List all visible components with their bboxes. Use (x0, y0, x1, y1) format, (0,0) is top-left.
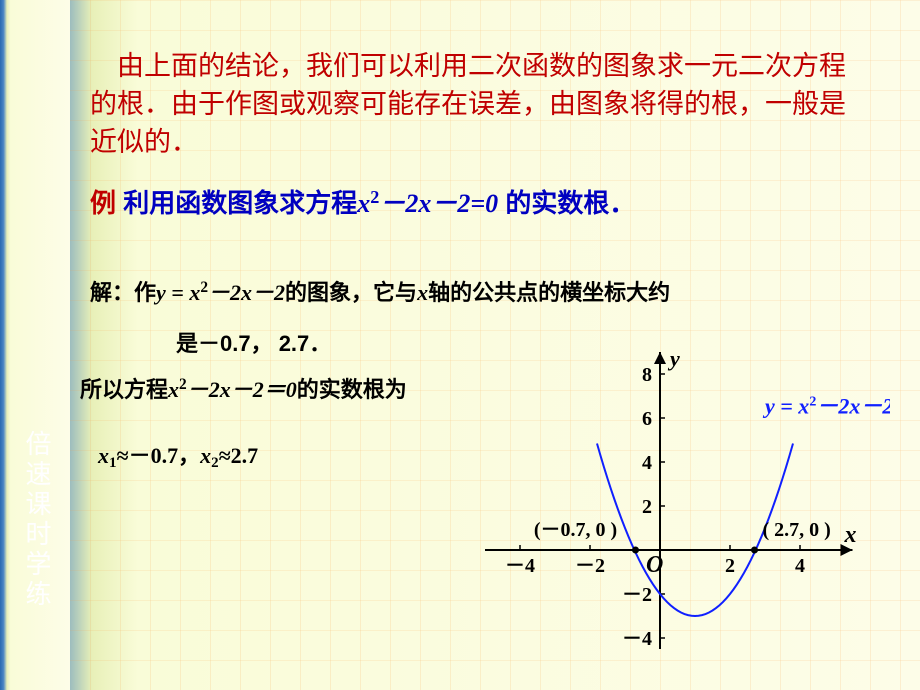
svg-text:－2: －2 (622, 584, 652, 606)
solution-line-2: 所以方程x2－2x－2＝0的实数根为 (80, 372, 407, 404)
svg-text:4: 4 (795, 555, 805, 577)
example-eq: x2－2x－2=0 (357, 189, 498, 218)
example-label: 例 (90, 188, 116, 218)
svg-text:8: 8 (642, 364, 652, 386)
svg-text:y = x2－2x－2: y = x2－2x－2 (762, 394, 890, 419)
intro-text: 由上面的结论，我们可以利用二次函数的图象求一元二次方程的根．由于作图或观察可能存… (90, 48, 870, 161)
svg-text:－4: －4 (505, 555, 535, 577)
svg-text:2: 2 (642, 496, 652, 518)
svg-text:O: O (646, 552, 663, 578)
svg-text:2: 2 (725, 555, 735, 577)
svg-text:y: y (667, 346, 680, 371)
svg-text:(－0.7, 0 ): (－0.7, 0 ) (534, 519, 617, 541)
example-after: 的实数根． (498, 188, 635, 218)
svg-text:x: x (844, 522, 857, 548)
svg-text:－4: －4 (622, 628, 652, 650)
svg-text:6: 6 (642, 408, 652, 430)
side-label: 倍速课时学练 (20, 430, 50, 610)
svg-text:4: 4 (642, 452, 652, 474)
example-line: 例 利用函数图象求方程x2－2x－2=0 的实数根． (90, 183, 870, 220)
example-before: 利用函数图象求方程 (116, 188, 357, 218)
solution-line-1b: 是－0.7， 2.7． (176, 326, 331, 358)
svg-text:－2: －2 (575, 555, 605, 577)
solution-line-1: 解：作y = x2－2x－2的图象，它与x轴的公共点的横坐标大约 (90, 275, 690, 307)
function-graph: －4 －2 2 4 －4 －2 2 4 6 8 Ox y (－0.7, 0 ) ( 2.7, 0 ) y =… (460, 310, 890, 670)
svg-text:( 2.7, 0 ): ( 2.7, 0 ) (763, 519, 831, 541)
solution-line-3: x1≈－0.7，x2≈2.7 (98, 438, 258, 470)
